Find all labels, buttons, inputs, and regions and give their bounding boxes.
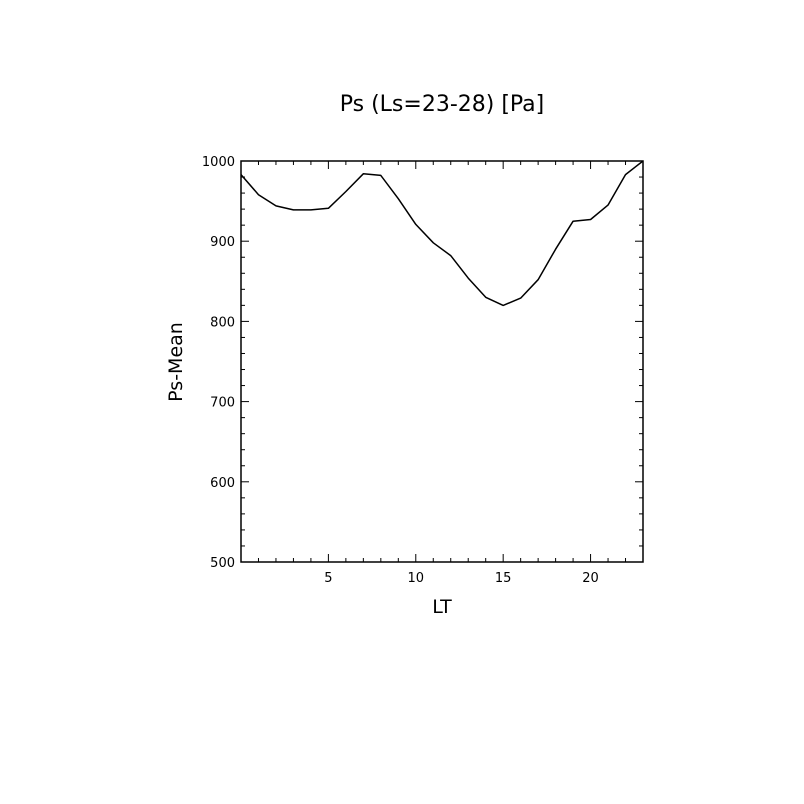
y-axis-label: Ps-Mean — [165, 322, 187, 402]
y-tick-label: 800 — [210, 315, 235, 330]
y-tick-label: 700 — [210, 396, 235, 411]
axis-ticks — [240, 160, 644, 563]
x-tick-label: 5 — [324, 571, 332, 586]
series-line — [240, 160, 644, 307]
y-tick-label: 1000 — [202, 155, 235, 170]
x-axis-label: LT — [432, 596, 452, 618]
x-tick-label: 20 — [582, 571, 599, 586]
x-tick-label: 10 — [408, 571, 425, 586]
x-tick-label: 15 — [495, 571, 512, 586]
tick-labels: 5 10 15 20 500 600 700 800 900 1000 — [202, 155, 599, 586]
plot-area — [240, 160, 644, 563]
y-tick-label: 500 — [210, 556, 235, 571]
y-tick-label: 600 — [210, 476, 235, 491]
chart-title: Ps (Ls=23-28) [Pa] — [340, 92, 545, 117]
y-tick-label: 900 — [210, 235, 235, 250]
